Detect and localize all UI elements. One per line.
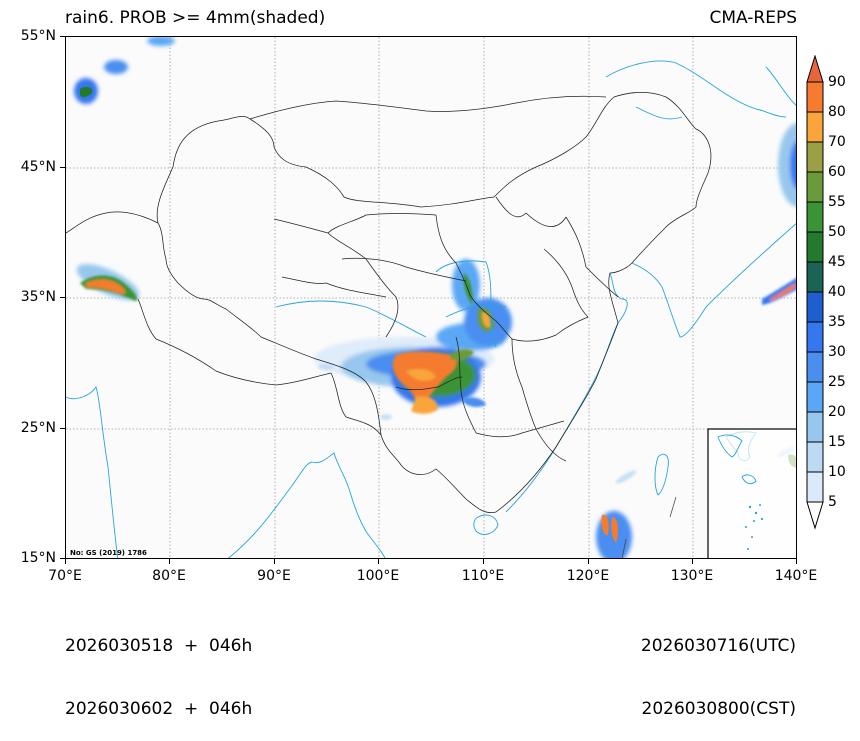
- x-tickmark: [588, 559, 589, 564]
- colorbar-label: 30: [828, 344, 846, 360]
- political-borders: [66, 92, 712, 558]
- map-credit: No: GS (2019) 1786: [70, 549, 147, 557]
- chart-title: rain6. PROB >= 4mm(shaded): [65, 8, 326, 28]
- x-tick-label: 100°E: [356, 568, 400, 584]
- x-tick-label: 140°E: [774, 568, 818, 584]
- x-tickmark: [274, 559, 275, 564]
- x-tick-label: 70°E: [48, 568, 82, 584]
- y-tick-label: 25°N: [20, 420, 56, 436]
- colorbar: [806, 54, 824, 530]
- valid-time-cst: 2026030800(CST): [641, 699, 796, 719]
- colorbar-label: 25: [828, 374, 846, 390]
- map-canvas: [66, 37, 796, 558]
- y-tick-label: 35°N: [20, 289, 56, 305]
- init-time-cst: 2026030602 + 046h: [65, 699, 253, 719]
- y-tickmark: [60, 36, 65, 37]
- init-time-block: 2026030518 + 046h 2026030602 + 046h: [65, 594, 252, 741]
- y-tickmark: [60, 167, 65, 168]
- colorbar-label: 90: [828, 74, 846, 90]
- x-tick-label: 110°E: [461, 568, 505, 584]
- colorbar-label: 55: [828, 194, 846, 210]
- x-tick-label: 80°E: [152, 568, 186, 584]
- x-tickmark: [169, 559, 170, 564]
- colorbar-label: 70: [828, 134, 846, 150]
- x-tickmark: [692, 559, 693, 564]
- y-tickmark: [60, 297, 65, 298]
- valid-time-block: 2026030716(UTC) 2026030800(CST): [641, 594, 796, 741]
- y-tick-label: 15°N: [20, 550, 56, 566]
- south-china-sea-inset: [707, 428, 796, 558]
- y-tick-label: 55°N: [20, 28, 56, 44]
- x-tick-label: 130°E: [670, 568, 714, 584]
- colorbar-label: 40: [828, 284, 846, 300]
- colorbar-label: 10: [828, 464, 846, 480]
- x-tickmark: [65, 559, 66, 564]
- x-tickmark: [378, 559, 379, 564]
- colorbar-label: 35: [828, 314, 846, 330]
- colorbar-label: 45: [828, 254, 846, 270]
- y-tick-label: 45°N: [20, 159, 56, 175]
- coastlines-rivers: [66, 60, 796, 558]
- x-tickmark: [483, 559, 484, 564]
- x-tickmark: [796, 559, 797, 564]
- precip-shading: [74, 37, 796, 558]
- map-plot-area: No: GS (2019) 1786: [65, 36, 797, 559]
- gridlines: [66, 37, 796, 558]
- y-tickmark: [60, 558, 65, 559]
- colorbar-label: 60: [828, 164, 846, 180]
- colorbar-label: 50: [828, 224, 846, 240]
- x-tick-label: 90°E: [257, 568, 291, 584]
- colorbar-label: 5: [828, 494, 837, 510]
- y-tickmark: [60, 428, 65, 429]
- colorbar-label: 80: [828, 104, 846, 120]
- colorbar-label: 15: [828, 434, 846, 450]
- colorbar-label: 20: [828, 404, 846, 420]
- model-name: CMA-REPS: [709, 8, 797, 28]
- x-tick-label: 120°E: [566, 568, 610, 584]
